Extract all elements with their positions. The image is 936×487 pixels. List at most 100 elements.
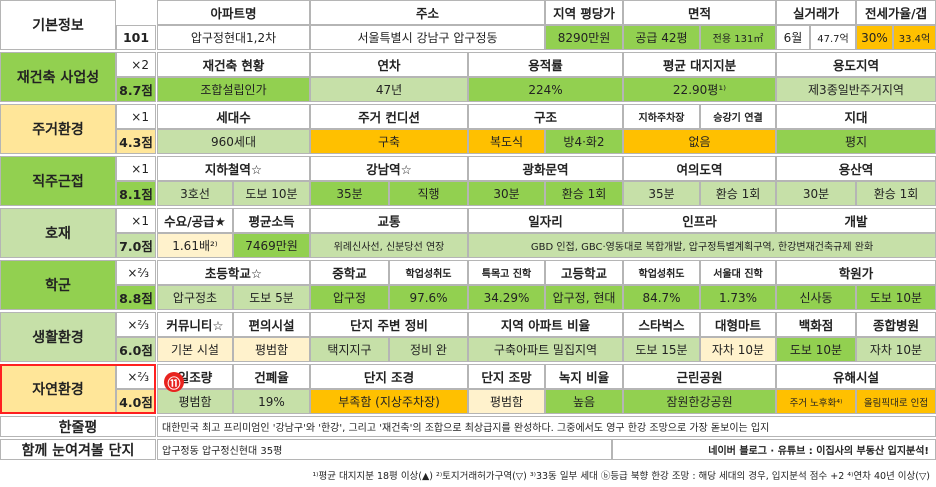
column-header: 강남역☆ xyxy=(310,156,468,181)
value-cell: 도보 10분 xyxy=(776,337,856,362)
value-cell: 평범함 xyxy=(233,337,310,362)
column-header: 용적률 xyxy=(468,52,623,77)
column-header: 일자리 xyxy=(468,208,623,233)
value-cell: 조합설립인가 xyxy=(157,77,310,102)
value-cell: 부족함 (지상주차장) xyxy=(310,389,468,414)
value-cell: 도보 10분 xyxy=(856,285,936,310)
score: 8.8점 xyxy=(116,285,156,310)
value-cell: GBD 인접, GBC·영동대로 복합개발, 압구정특별계획구역, 한강변재건축… xyxy=(468,233,936,258)
score: 8.7점 xyxy=(116,77,156,102)
column-header: 지하주차장 xyxy=(623,104,700,129)
column-header: 재건축 현황 xyxy=(157,52,310,77)
value-cell: 압구정, 현대 xyxy=(545,285,623,310)
value-cell: 서울특별시 강남구 압구정동 xyxy=(310,25,545,50)
value-cell: 1.61배²⁾ xyxy=(157,233,233,258)
score: 6.0점 xyxy=(116,337,156,362)
column-header: 여의도역 xyxy=(623,156,776,181)
value-cell: 97.6% xyxy=(389,285,468,310)
annotation-badge: ⑪ xyxy=(164,372,184,392)
value-cell: 방4·화2 xyxy=(545,129,623,154)
column-header: 지대 xyxy=(776,104,936,129)
column-header: 학업성취도 xyxy=(389,260,468,285)
value-cell: 압구정현대1,2차 xyxy=(157,25,310,50)
value-cell: 자차 10분 xyxy=(856,337,936,362)
column-header: 주소 xyxy=(310,0,545,25)
related-text: 압구정동 압구정신현대 35평 xyxy=(157,439,612,460)
column-header: 평균소득 xyxy=(233,208,310,233)
column-header: 서울대 진학 xyxy=(700,260,776,285)
highlight-box xyxy=(0,364,156,414)
weight: ×1 xyxy=(116,156,156,181)
column-header: 주거 컨디션 xyxy=(310,104,468,129)
score: 8.1점 xyxy=(116,181,156,206)
column-header: 전세가율/갭 xyxy=(856,0,936,25)
value-cell: 직행 xyxy=(389,181,468,206)
value-cell: 잠원한강공원 xyxy=(623,389,776,414)
column-header: 수요/공급★ xyxy=(157,208,233,233)
value-cell: 도보 5분 xyxy=(233,285,310,310)
value-cell: 30분 xyxy=(776,181,856,206)
value-cell: 택지지구 xyxy=(310,337,389,362)
related-label: 함께 눈여겨볼 단지 xyxy=(0,439,156,460)
column-header: 고등학교 xyxy=(545,260,623,285)
review-label: 한줄평 xyxy=(0,416,156,437)
weight: ×2 xyxy=(116,52,156,77)
value-cell: 8290만원 xyxy=(545,25,623,50)
value-cell: 환승 1회 xyxy=(700,181,776,206)
column-header: 평균 대지지분 xyxy=(623,52,776,77)
column-header: 아파트명 xyxy=(157,0,310,25)
value-cell: 구축 xyxy=(310,129,468,154)
score: 7.0점 xyxy=(116,233,156,258)
value-cell: 34.29% xyxy=(468,285,545,310)
value-cell: 올림픽대로 인접 xyxy=(856,389,936,414)
column-header: 지역 평당가 xyxy=(545,0,623,25)
value-cell: 35분 xyxy=(623,181,700,206)
value-cell: 자차 10분 xyxy=(700,337,776,362)
value-cell: 35분 xyxy=(310,181,389,206)
value-cell: 신사동 xyxy=(776,285,856,310)
column-header: 단지 조경 xyxy=(310,364,468,389)
value-cell: 없음 xyxy=(623,129,776,154)
weight: ×⅔ xyxy=(116,364,156,389)
value-cell: 환승 1회 xyxy=(545,181,623,206)
value-cell: 정비 완 xyxy=(389,337,468,362)
section-label: 자연환경 xyxy=(0,364,116,414)
section-label: 기본정보 xyxy=(0,0,116,50)
value-cell: 제3종일반주거지역 xyxy=(776,77,936,102)
section-label: 호재 xyxy=(0,208,116,258)
column-header: 중학교 xyxy=(310,260,389,285)
value-cell: 6월 xyxy=(776,25,810,50)
value-cell: 압구정 xyxy=(310,285,389,310)
column-header: 용도지역 xyxy=(776,52,936,77)
column-header: 세대수 xyxy=(157,104,310,129)
source: 네이버 블로그 · 유튜브 : 이집사의 부동산 입지분석! xyxy=(612,439,936,460)
complex-number: 101 xyxy=(116,25,156,50)
column-header: 초등학교☆ xyxy=(157,260,310,285)
column-header: 인프라 xyxy=(623,208,776,233)
value-cell: 환승 1회 xyxy=(856,181,936,206)
value-cell: 도보 15분 xyxy=(623,337,700,362)
weight: ×⅔ xyxy=(116,312,156,337)
value-cell: 평지 xyxy=(776,129,936,154)
column-header: 대형마트 xyxy=(700,312,776,337)
value-cell: 위례신사선, 신분당선 연장 xyxy=(310,233,468,258)
value-cell: 47.7억 xyxy=(810,25,856,50)
column-header: 개발 xyxy=(776,208,936,233)
value-cell: 224% xyxy=(468,77,623,102)
column-header: 용산역 xyxy=(776,156,936,181)
column-header: 특목고 진학 xyxy=(468,260,545,285)
value-cell: 22.90평¹⁾ xyxy=(623,77,776,102)
weight: ×1 xyxy=(116,208,156,233)
value-cell: 960세대 xyxy=(157,129,310,154)
column-header: 교통 xyxy=(310,208,468,233)
column-header: 지하철역☆ xyxy=(157,156,310,181)
column-header: 단지 주변 정비 xyxy=(310,312,468,337)
value-cell: 30% xyxy=(856,25,893,50)
value-cell: 30분 xyxy=(468,181,545,206)
column-header: 커뮤니티☆ xyxy=(157,312,233,337)
section-label: 주거환경 xyxy=(0,104,116,154)
column-header: 면적 xyxy=(623,0,776,25)
column-header: 편의시설 xyxy=(233,312,310,337)
column-header: 구조 xyxy=(468,104,623,129)
